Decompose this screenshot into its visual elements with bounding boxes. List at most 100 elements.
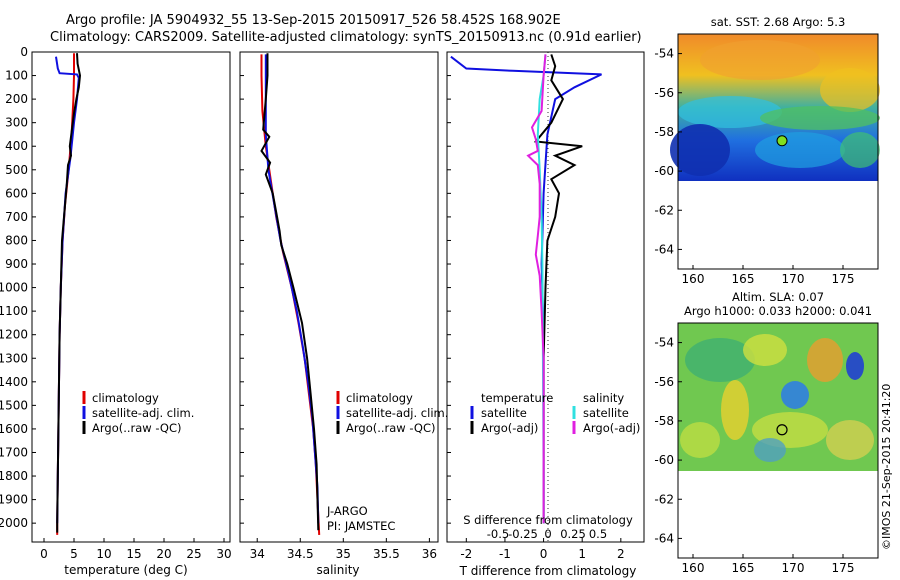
lat-tick-label: -64 [654,531,674,545]
s-diff-tick-label: 0.25 [560,527,586,541]
lon-tick-label: 165 [732,561,755,575]
depth-tick-label: 1800 [0,469,28,483]
difference-series [450,54,602,524]
depth-tick-label: 700 [5,210,28,224]
depth-tick-label: 100 [5,69,28,83]
lat-tick-label: -54 [654,47,674,61]
depth-tick-label: 200 [5,92,28,106]
s-diff-tick-label: 0.5 [589,527,607,541]
x-tick-label: 0 [540,547,548,561]
x-tick-label: 34.5 [287,547,314,561]
lon-tick-label: 170 [782,272,805,286]
temperature-series [55,53,82,535]
legend-label-s-argo: Argo(-adj) [583,421,640,435]
t-difference-xlabel: T difference from climatology [459,564,637,578]
series-argo-raw-qc- [56,53,82,533]
lat-tick-label: -60 [654,453,674,467]
depth-tick-label: 1400 [0,375,28,389]
temperature-x-ticks: 0 5 10 15 20 25 30 [40,538,232,561]
salinity-axes [239,51,439,543]
legend-header-salinity: salinity [583,391,624,405]
annotation-pi: PI: JAMSTEC [327,519,395,533]
lon-tick-label: 160 [682,272,705,286]
legend-label-climatology: climatology [92,391,159,405]
sla-map-ticks: 160 165 170 175 -54 -56 -58 -60 -62 -64 [654,336,854,575]
series-satellite-adj-clim- [264,54,320,524]
x-tick-label: -2 [460,547,472,561]
sla-map-field [678,323,878,471]
x-tick-label: -1 [499,547,511,561]
sla-argo-marker [776,424,788,436]
lat-tick-label: -58 [654,414,674,428]
x-tick-label: 1 [578,547,586,561]
depth-tick-marks [32,51,451,524]
legend-label-satellite: satellite-adj. clim. [346,406,448,420]
lat-tick-label: -62 [654,203,674,217]
salinity-legend: climatology satellite-adj. clim. Argo(..… [336,391,448,435]
x-tick-label: 35 [336,547,351,561]
legend-label-satellite: satellite-adj. clim. [92,406,194,420]
legend-label-argo: Argo(..raw -QC) [346,421,436,435]
lat-tick-label: -62 [654,492,674,506]
series-temperature-argo-adj- [533,54,583,524]
depth-tick-label: 1200 [0,328,28,342]
s-diff-tick-label: -0.25 [508,527,538,541]
sla-map-title-line2: Argo h1000: 0.033 h2000: 0.041 [684,304,872,318]
depth-tick-label: 1500 [0,398,28,412]
series-satellite-adj-clim- [55,56,80,524]
legend-label-t-argo: Argo(-adj) [481,421,538,435]
temperature-legend: climatology satellite-adj. clim. Argo(..… [82,391,194,435]
x-tick-label: 25 [186,547,201,561]
t-difference-x-ticks: -2 -1 0 1 2 [460,538,625,561]
lon-tick-label: 175 [832,272,855,286]
difference-legend: temperature salinity satellite Argo(-adj… [470,391,640,435]
sst-map-field [670,34,880,181]
salinity-series [260,53,321,535]
series-temperature-satellite [450,55,602,524]
depth-tick-label: 1100 [0,304,28,318]
x-tick-label: 20 [156,547,171,561]
depth-tick-label: 1600 [0,422,28,436]
legend-label-s-satellite: satellite [583,406,629,420]
x-tick-label: 34 [250,547,265,561]
series-argo-raw-qc- [260,53,320,531]
depth-tick-label: 0 [20,45,28,59]
depth-tick-label: 400 [5,139,28,153]
x-tick-label: 0 [40,547,48,561]
s-difference-x-ticks: -0.5-0.25 0 0.25 0.5 [487,527,607,541]
x-tick-label: 30 [216,547,231,561]
lon-tick-label: 160 [682,561,705,575]
x-tick-label: 36 [422,547,437,561]
lat-tick-label: -64 [654,242,674,256]
lon-tick-label: 175 [832,561,855,575]
legend-header-temperature: temperature [481,391,553,405]
sst-argo-marker [776,135,788,147]
header-line2: Climatology: CARS2009. Satellite-adjuste… [50,30,642,45]
depth-tick-label: 900 [5,257,28,271]
depth-tick-label: 1000 [0,281,28,295]
depth-tick-labels: 0 100 200 300 400 500 600 700 800 900 1000 1100 1200… [0,45,28,530]
sst-map-axes [677,33,879,270]
depth-tick-label: 1900 [0,493,28,507]
lat-tick-label: -58 [654,125,674,139]
sst-map-title: sat. SST: 2.68 Argo: 5.3 [711,15,846,29]
lon-tick-label: 165 [732,272,755,286]
s-diff-tick-label: 0 [544,527,551,541]
x-tick-label: 10 [96,547,111,561]
lon-tick-label: 170 [782,561,805,575]
sla-map-axes [677,322,879,559]
s-difference-xlabel: S difference from climatology [463,513,633,527]
header-line1: Argo profile: JA 5904932_55 13-Sep-2015 … [66,13,561,28]
lat-tick-label: -54 [654,336,674,350]
x-tick-label: 5 [70,547,78,561]
temperature-xlabel: temperature (deg C) [64,563,187,577]
depth-tick-label: 800 [5,233,28,247]
depth-tick-label: 300 [5,116,28,130]
series-climatology [260,54,321,535]
lat-tick-label: -56 [654,86,674,100]
x-tick-label: 35.5 [373,547,400,561]
depth-tick-label: 500 [5,163,28,177]
imos-stamp: ©IMOS 21-Sep-2015 20:41:20 [880,384,893,550]
temperature-axes [31,51,231,543]
